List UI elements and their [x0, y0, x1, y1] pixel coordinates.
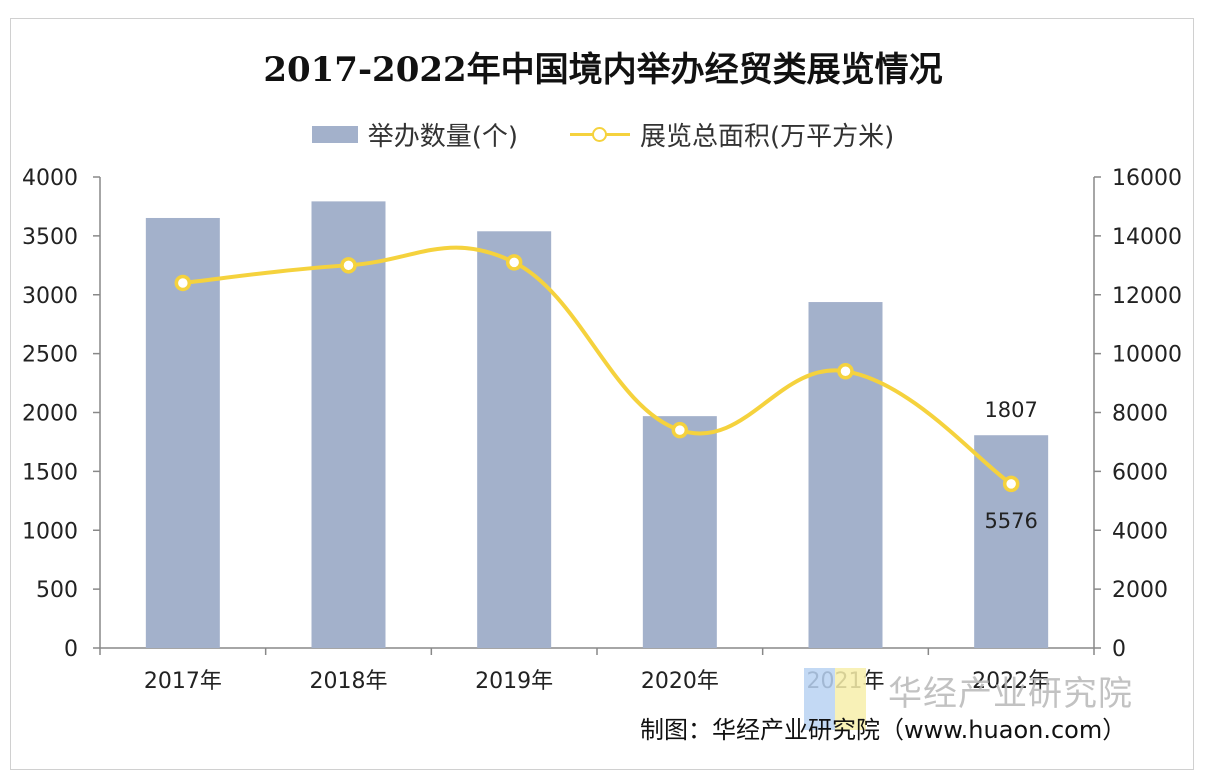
y-left-tick-label: 2500	[22, 343, 78, 368]
y-left-tick-label: 1500	[22, 460, 78, 485]
data-label: 5576	[984, 509, 1037, 533]
x-tick-label: 2018年	[310, 669, 388, 694]
labels-group: 1807 5576	[984, 398, 1037, 533]
line-point	[505, 254, 523, 271]
y-right-tick-label: 14000	[1112, 225, 1182, 250]
y-left-tick-label: 0	[64, 637, 78, 662]
y-left-tick-label: 1000	[22, 519, 78, 544]
bars-group	[145, 201, 1049, 649]
line-point	[1002, 475, 1020, 493]
y-right-tick-label: 16000	[1112, 166, 1182, 191]
y-right-tick-label: 6000	[1112, 460, 1168, 485]
bar	[808, 302, 883, 648]
x-tick-label: 2020年	[641, 669, 719, 694]
bar	[642, 416, 717, 648]
y-left-tick-label: 3000	[22, 284, 78, 309]
bar	[974, 435, 1049, 648]
legend: 举办数量(个) 展览总面积(万平方米)	[0, 114, 1206, 154]
data-label: 1807	[984, 398, 1037, 422]
bar	[477, 231, 552, 648]
line-point	[671, 421, 689, 439]
x-tick-label: 2019年	[475, 669, 553, 694]
legend-item-line: 展览总面积(万平方米)	[570, 116, 894, 153]
x-tick-label: 2022年	[972, 669, 1050, 694]
y-left-tick-label: 3500	[22, 225, 78, 250]
chart-title: 2017-2022年中国境内举办经贸类展览情况	[263, 50, 943, 90]
y-right-tick-label: 8000	[1112, 402, 1168, 427]
legend-swatch-line	[570, 124, 630, 144]
legend-swatch-bar	[311, 125, 358, 143]
legend-label-bar: 举办数量(个)	[367, 121, 518, 152]
y-right-tick-label: 2000	[1112, 578, 1168, 603]
y-left-tick-label: 500	[36, 578, 78, 603]
x-tick-label: 2017年	[144, 669, 222, 694]
area-line	[180, 245, 1014, 486]
line-point	[837, 363, 854, 380]
y-left-tick-label: 4000	[22, 166, 78, 191]
legend-label-line: 展览总面积(万平方米)	[640, 121, 895, 152]
y-right-tick-label: 4000	[1112, 519, 1168, 544]
y-right-tick-label: 0	[1112, 637, 1126, 662]
line-group	[174, 245, 1020, 493]
bar	[311, 201, 386, 648]
y-right-tick-label: 10000	[1112, 343, 1182, 368]
watermark-text: 华经产业研究院	[888, 674, 1133, 714]
legend-item-bar: 举办数量(个)	[311, 116, 518, 153]
y-left-tick-label: 2000	[22, 402, 78, 427]
line-point	[174, 274, 192, 292]
watermark-logo	[804, 668, 866, 730]
axes-group: 0 500 1000 1500 2000 2500 3000 3500 4000 0 2000 400…	[22, 166, 1182, 694]
line-point	[340, 257, 357, 274]
y-right-tick-label: 12000	[1112, 284, 1182, 309]
source-text: 制图：华经产业研究院（www.huaon.com）	[640, 716, 1127, 744]
